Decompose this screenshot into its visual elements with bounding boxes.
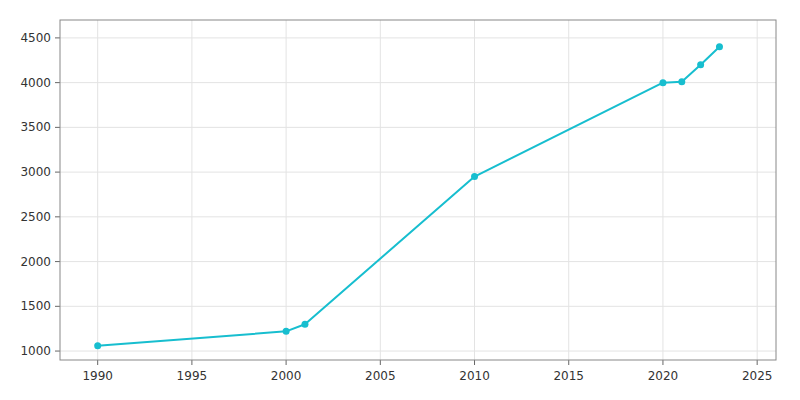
x-tick-label: 2000 bbox=[271, 369, 302, 383]
y-tick bbox=[55, 172, 60, 173]
y-grid-line bbox=[60, 37, 776, 38]
x-tick bbox=[97, 360, 98, 365]
x-tick-label: 2020 bbox=[648, 369, 679, 383]
y-grid-line bbox=[60, 216, 776, 217]
y-tick-label: 2500 bbox=[20, 210, 51, 224]
y-tick-label: 4500 bbox=[20, 31, 51, 45]
x-tick-label: 2010 bbox=[459, 369, 490, 383]
x-tick bbox=[380, 360, 381, 365]
y-grid-line bbox=[60, 351, 776, 352]
x-tick-label: 1995 bbox=[177, 369, 208, 383]
x-tick bbox=[568, 360, 569, 365]
series bbox=[94, 43, 723, 349]
x-grid-line bbox=[191, 20, 192, 360]
y-tick-label: 1000 bbox=[20, 344, 51, 358]
x-tick bbox=[757, 360, 758, 365]
point bbox=[697, 61, 704, 68]
y-tick bbox=[55, 127, 60, 128]
axes: 1990 1995 2000 2005 2010 2015 2020 2025 1000 1500… bbox=[20, 31, 772, 383]
x-grid-line bbox=[97, 20, 98, 360]
x-grid-line bbox=[757, 20, 758, 360]
y-tick-label: 4000 bbox=[20, 76, 51, 90]
x-grid-line bbox=[662, 20, 663, 360]
chart-container: 1990 1995 2000 2005 2010 2015 2020 2025 1000 1500… bbox=[0, 0, 800, 400]
x-tick bbox=[662, 360, 663, 365]
x-tick bbox=[474, 360, 475, 365]
x-tick bbox=[191, 360, 192, 365]
y-tick bbox=[55, 216, 60, 217]
plot-area bbox=[60, 20, 776, 360]
y-tick bbox=[55, 261, 60, 262]
line bbox=[98, 47, 720, 346]
x-grid-line bbox=[568, 20, 569, 360]
x-grid-line bbox=[380, 20, 381, 360]
point bbox=[94, 342, 101, 349]
x-tick-label: 1990 bbox=[82, 369, 113, 383]
y-grid-line bbox=[60, 261, 776, 262]
chart: 1990 1995 2000 2005 2010 2015 2020 2025 1000 1500… bbox=[0, 0, 800, 400]
point bbox=[678, 78, 685, 85]
y-grid-line bbox=[60, 306, 776, 307]
grid bbox=[60, 20, 776, 360]
y-tick-label: 2000 bbox=[20, 255, 51, 269]
x-tick-label: 2025 bbox=[742, 369, 773, 383]
x-grid-line bbox=[286, 20, 287, 360]
y-tick-label: 3000 bbox=[20, 165, 51, 179]
x-tick-label: 2005 bbox=[365, 369, 396, 383]
x-tick bbox=[286, 360, 287, 365]
x-grid-line bbox=[474, 20, 475, 360]
x-tick-label: 2015 bbox=[553, 369, 584, 383]
y-grid-line bbox=[60, 172, 776, 173]
y-tick bbox=[55, 351, 60, 352]
page: {"chart_data": {"type": "line", "x": [19… bbox=[0, 0, 800, 400]
y-tick bbox=[55, 306, 60, 307]
y-tick-label: 1500 bbox=[20, 299, 51, 313]
y-tick-label: 3500 bbox=[20, 120, 51, 134]
y-tick bbox=[55, 82, 60, 83]
plot-frame bbox=[60, 20, 776, 360]
point bbox=[716, 43, 723, 50]
point bbox=[659, 79, 666, 86]
point bbox=[471, 173, 478, 180]
y-grid-line bbox=[60, 127, 776, 128]
point bbox=[283, 328, 290, 335]
y-tick bbox=[55, 37, 60, 38]
point bbox=[301, 321, 308, 328]
